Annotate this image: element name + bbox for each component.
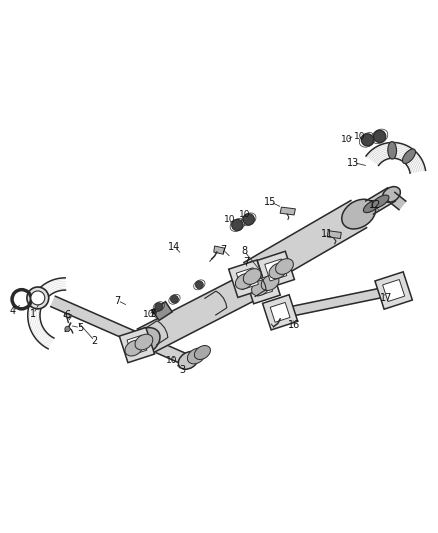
Polygon shape — [375, 272, 412, 309]
Text: 8: 8 — [241, 246, 247, 256]
Text: 2: 2 — [92, 336, 98, 346]
Ellipse shape — [135, 334, 153, 350]
Polygon shape — [237, 268, 258, 290]
Polygon shape — [214, 246, 225, 254]
Text: 3: 3 — [179, 365, 185, 375]
Polygon shape — [260, 265, 283, 286]
Ellipse shape — [261, 275, 279, 290]
Ellipse shape — [187, 348, 205, 364]
Polygon shape — [253, 276, 272, 296]
Ellipse shape — [342, 199, 376, 229]
Ellipse shape — [243, 269, 261, 285]
Text: 10: 10 — [166, 356, 177, 365]
Ellipse shape — [194, 345, 210, 359]
Polygon shape — [51, 296, 193, 367]
Polygon shape — [152, 302, 172, 320]
Text: 9: 9 — [150, 309, 156, 319]
Ellipse shape — [251, 280, 269, 296]
Polygon shape — [383, 279, 405, 302]
Ellipse shape — [372, 195, 389, 208]
Polygon shape — [270, 302, 290, 322]
Text: 16: 16 — [288, 320, 300, 330]
Ellipse shape — [382, 187, 400, 203]
Polygon shape — [279, 286, 394, 318]
Ellipse shape — [65, 326, 70, 332]
Text: 7: 7 — [243, 257, 249, 267]
Polygon shape — [127, 335, 147, 355]
Polygon shape — [245, 269, 280, 304]
Polygon shape — [119, 327, 155, 362]
Ellipse shape — [178, 351, 198, 369]
Text: 10: 10 — [341, 135, 352, 144]
Ellipse shape — [243, 214, 254, 225]
Text: 7: 7 — [115, 296, 121, 305]
Polygon shape — [138, 268, 269, 354]
Text: 10: 10 — [239, 211, 250, 220]
Ellipse shape — [235, 273, 253, 289]
Ellipse shape — [31, 291, 45, 305]
Ellipse shape — [232, 220, 243, 231]
Polygon shape — [262, 295, 298, 330]
Ellipse shape — [128, 328, 160, 356]
Polygon shape — [265, 259, 287, 281]
Polygon shape — [229, 260, 266, 297]
Text: 1: 1 — [30, 309, 36, 319]
Text: 7: 7 — [149, 309, 156, 319]
Ellipse shape — [195, 281, 203, 289]
Text: 13: 13 — [347, 158, 360, 167]
Text: 14: 14 — [168, 242, 180, 252]
Text: 12: 12 — [369, 200, 381, 211]
Ellipse shape — [403, 149, 416, 164]
Ellipse shape — [388, 142, 396, 159]
Polygon shape — [366, 188, 396, 214]
Text: 7: 7 — [220, 245, 226, 255]
Polygon shape — [64, 313, 71, 318]
Ellipse shape — [361, 134, 374, 146]
Polygon shape — [244, 200, 367, 290]
Text: 17: 17 — [380, 293, 392, 303]
Polygon shape — [257, 251, 294, 289]
Polygon shape — [327, 231, 341, 239]
Ellipse shape — [235, 261, 268, 291]
Text: 10: 10 — [354, 132, 365, 141]
Text: 15: 15 — [264, 197, 277, 207]
Ellipse shape — [364, 200, 380, 213]
Text: 5: 5 — [77, 322, 83, 333]
Ellipse shape — [155, 303, 162, 311]
Ellipse shape — [276, 259, 293, 274]
Text: 10: 10 — [224, 215, 236, 224]
Ellipse shape — [170, 295, 178, 303]
Polygon shape — [280, 207, 295, 215]
Text: 11: 11 — [321, 229, 333, 239]
Ellipse shape — [125, 340, 143, 356]
Polygon shape — [388, 192, 406, 209]
Text: 10: 10 — [142, 310, 154, 319]
Ellipse shape — [269, 263, 287, 279]
Ellipse shape — [27, 287, 49, 309]
Ellipse shape — [374, 130, 386, 142]
Text: 6: 6 — [64, 310, 70, 320]
Ellipse shape — [247, 266, 279, 294]
Text: 4: 4 — [10, 306, 16, 316]
